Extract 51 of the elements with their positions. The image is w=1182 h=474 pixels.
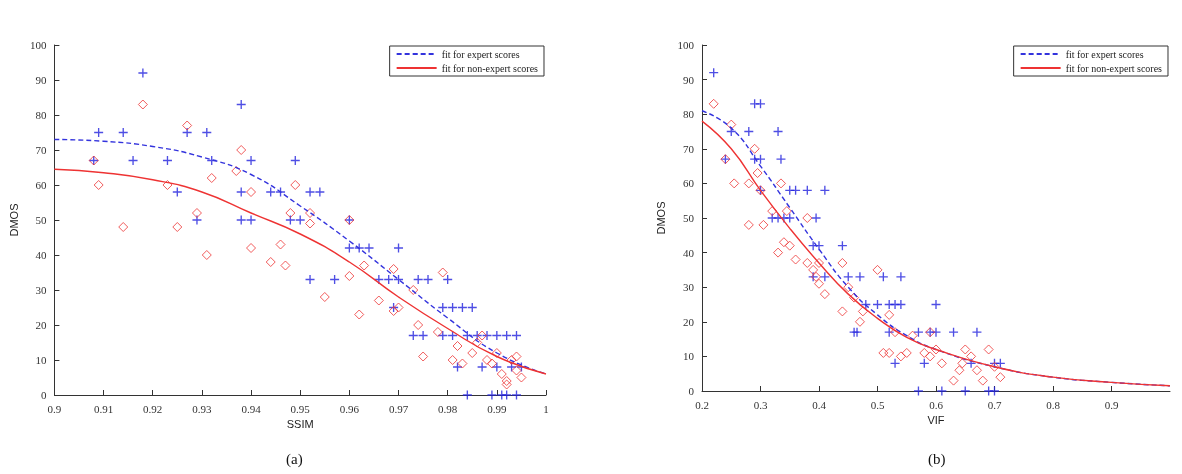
y-tick-label: 100 bbox=[677, 39, 695, 51]
x-tick-label: 0.91 bbox=[93, 402, 114, 415]
x-axis-title: SSIM bbox=[286, 418, 314, 431]
y-tick-label: 40 bbox=[683, 246, 695, 259]
legend-label: fit for non-expert scores bbox=[1065, 62, 1163, 74]
y-axis-title: DMOS bbox=[655, 201, 668, 235]
y-axis-title: DMOS bbox=[7, 203, 20, 237]
x-tick-label: 0.8 bbox=[1046, 398, 1061, 411]
text: (a) bbox=[286, 450, 303, 468]
y-tick-label: 50 bbox=[683, 212, 695, 224]
x-tick-label: 0.96 bbox=[339, 402, 360, 415]
x-axis-title: VIF bbox=[927, 414, 945, 427]
legend-label: fit for non-expert scores bbox=[441, 62, 539, 74]
x-tick-label: 0.99 bbox=[487, 402, 507, 415]
x-tick-label: 0.3 bbox=[753, 398, 768, 411]
x-tick-label: 0.9 bbox=[47, 402, 62, 415]
y-tick-label: 70 bbox=[683, 142, 695, 155]
x-tick-label: 0.5 bbox=[870, 398, 885, 411]
y-tick-label: 80 bbox=[683, 108, 695, 121]
x-tick-label: 0.93 bbox=[192, 402, 213, 415]
x-tick-label: 0.2 bbox=[695, 398, 709, 411]
text: (b) bbox=[928, 450, 946, 468]
x-tick-label: 0.98 bbox=[438, 402, 458, 415]
y-tick-label: 90 bbox=[683, 73, 695, 86]
x-tick-label: 0.92 bbox=[143, 402, 163, 415]
x-tick-label: 0.7 bbox=[987, 398, 1002, 411]
y-tick-label: 20 bbox=[35, 319, 47, 331]
x-tick-label: 0.97 bbox=[388, 402, 409, 415]
y-tick-label: 20 bbox=[683, 315, 695, 328]
legend-label: fit for expert scores bbox=[441, 48, 520, 60]
x-tick-label: 0.95 bbox=[290, 402, 311, 415]
y-tick-label: 40 bbox=[35, 249, 47, 261]
y-tick-label: 80 bbox=[35, 109, 47, 121]
x-tick-label: 0.9 bbox=[1104, 398, 1119, 411]
y-tick-label: 50 bbox=[35, 214, 47, 226]
x-tick-label: 1 bbox=[543, 402, 549, 415]
x-tick-label: 0.6 bbox=[929, 398, 944, 411]
y-tick-label: 90 bbox=[35, 74, 47, 86]
y-tick-label: 60 bbox=[35, 179, 47, 191]
y-tick-label: 10 bbox=[35, 354, 47, 366]
x-tick-label: 0.4 bbox=[812, 398, 827, 411]
y-tick-label: 0 bbox=[688, 385, 695, 397]
y-tick-label: 70 bbox=[35, 144, 47, 156]
y-tick-label: 30 bbox=[683, 281, 695, 294]
y-tick-label: 100 bbox=[29, 39, 47, 51]
y-tick-label: 10 bbox=[683, 350, 695, 363]
x-tick-label: 0.94 bbox=[241, 402, 262, 415]
y-tick-label: 0 bbox=[40, 389, 47, 401]
y-tick-label: 30 bbox=[35, 284, 47, 296]
y-tick-label: 60 bbox=[683, 177, 695, 190]
legend-label: fit for expert scores bbox=[1065, 48, 1144, 60]
